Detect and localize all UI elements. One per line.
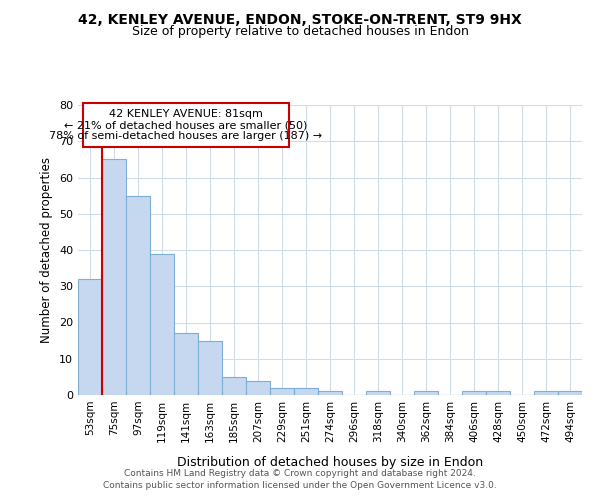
Bar	[150, 254, 174, 395]
Y-axis label: Number of detached properties: Number of detached properties	[40, 157, 53, 343]
Bar	[558, 392, 582, 395]
Text: Size of property relative to detached houses in Endon: Size of property relative to detached ho…	[131, 25, 469, 38]
Bar	[318, 392, 342, 395]
Text: 42, KENLEY AVENUE, ENDON, STOKE-ON-TRENT, ST9 9HX: 42, KENLEY AVENUE, ENDON, STOKE-ON-TRENT…	[78, 12, 522, 26]
Text: 42 KENLEY AVENUE: 81sqm: 42 KENLEY AVENUE: 81sqm	[109, 110, 263, 120]
X-axis label: Distribution of detached houses by size in Endon: Distribution of detached houses by size …	[177, 456, 483, 469]
Text: 78% of semi-detached houses are larger (187) →: 78% of semi-detached houses are larger (…	[49, 131, 323, 141]
Bar	[270, 388, 294, 395]
Bar	[198, 340, 222, 395]
Bar	[126, 196, 150, 395]
Bar	[102, 160, 126, 395]
Text: ← 21% of detached houses are smaller (50): ← 21% of detached houses are smaller (50…	[64, 120, 308, 130]
Bar	[366, 392, 390, 395]
Text: Contains public sector information licensed under the Open Government Licence v3: Contains public sector information licen…	[103, 481, 497, 490]
Bar	[246, 380, 270, 395]
Bar	[534, 392, 558, 395]
Bar	[462, 392, 486, 395]
Bar	[78, 279, 102, 395]
Bar	[486, 392, 510, 395]
FancyBboxPatch shape	[83, 103, 289, 146]
Bar	[294, 388, 318, 395]
Text: Contains HM Land Registry data © Crown copyright and database right 2024.: Contains HM Land Registry data © Crown c…	[124, 468, 476, 477]
Bar	[222, 377, 246, 395]
Bar	[414, 392, 438, 395]
Bar	[174, 334, 198, 395]
